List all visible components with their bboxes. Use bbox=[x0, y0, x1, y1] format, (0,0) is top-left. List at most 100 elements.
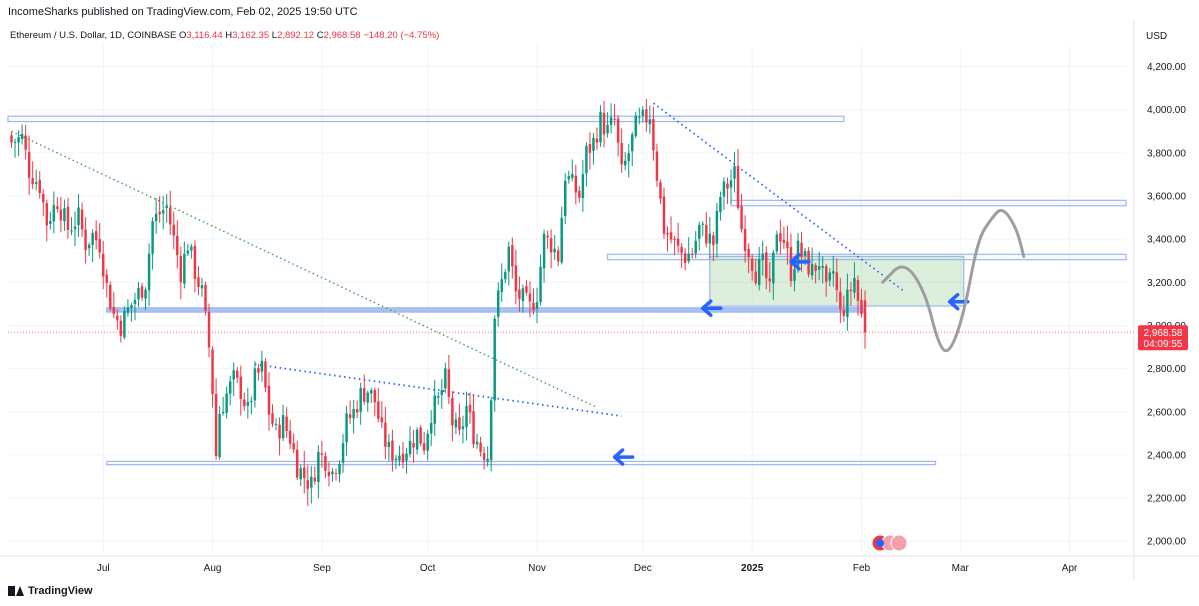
candle[interactable] bbox=[761, 240, 764, 276]
candle[interactable] bbox=[849, 282, 853, 306]
candle[interactable] bbox=[743, 215, 747, 263]
candle[interactable] bbox=[817, 251, 821, 281]
candle[interactable] bbox=[458, 403, 461, 436]
candle[interactable] bbox=[27, 135, 31, 195]
candle[interactable] bbox=[387, 433, 391, 462]
candle[interactable] bbox=[645, 98, 648, 132]
candle[interactable] bbox=[705, 212, 708, 248]
candle[interactable] bbox=[564, 173, 567, 225]
candle[interactable] bbox=[542, 229, 546, 283]
candle[interactable] bbox=[144, 287, 147, 310]
candle[interactable] bbox=[45, 199, 49, 242]
candle[interactable] bbox=[655, 143, 659, 187]
candle[interactable] bbox=[137, 281, 140, 307]
candle[interactable] bbox=[638, 107, 641, 125]
candle[interactable] bbox=[38, 171, 41, 199]
us-flag-icon[interactable] bbox=[871, 534, 908, 552]
candle[interactable] bbox=[726, 177, 729, 205]
candle[interactable] bbox=[401, 441, 405, 469]
candle[interactable] bbox=[500, 263, 503, 303]
candle[interactable] bbox=[768, 261, 772, 293]
candle[interactable] bbox=[800, 231, 803, 272]
candle[interactable] bbox=[161, 196, 165, 230]
candle[interactable] bbox=[70, 217, 73, 236]
candle[interactable] bbox=[472, 394, 475, 449]
candle[interactable] bbox=[133, 292, 137, 321]
candle[interactable] bbox=[17, 130, 20, 157]
candle[interactable] bbox=[338, 460, 341, 483]
candle[interactable] bbox=[193, 240, 197, 293]
candle[interactable] bbox=[274, 418, 278, 431]
candle[interactable] bbox=[673, 235, 676, 256]
candle[interactable] bbox=[493, 315, 496, 412]
candle[interactable] bbox=[158, 196, 161, 223]
candle[interactable] bbox=[370, 387, 373, 404]
candle[interactable] bbox=[246, 387, 250, 419]
candle[interactable] bbox=[623, 151, 627, 171]
candle[interactable] bbox=[419, 425, 422, 447]
candle[interactable] bbox=[687, 237, 690, 264]
candle[interactable] bbox=[468, 392, 472, 424]
candle[interactable] bbox=[666, 226, 669, 252]
price-axis[interactable]: 2,000.00 2,200.00 2,400.00 2,600.00 2,800.00… bbox=[1133, 20, 1186, 580]
candle[interactable] bbox=[454, 412, 458, 435]
candle[interactable] bbox=[475, 433, 479, 449]
candle[interactable] bbox=[539, 254, 542, 306]
candle[interactable] bbox=[221, 396, 225, 416]
candle[interactable] bbox=[616, 115, 620, 157]
candle[interactable] bbox=[394, 455, 398, 469]
candle[interactable] bbox=[165, 193, 168, 223]
candle[interactable] bbox=[810, 247, 814, 280]
candle[interactable] bbox=[733, 151, 736, 193]
candle[interactable] bbox=[253, 361, 257, 408]
candle[interactable] bbox=[239, 365, 243, 416]
currency-label[interactable]: USD bbox=[1146, 31, 1168, 42]
candle[interactable] bbox=[698, 221, 701, 251]
candle[interactable] bbox=[285, 407, 288, 438]
candle[interactable] bbox=[405, 447, 408, 474]
candle[interactable] bbox=[116, 309, 119, 330]
candle[interactable] bbox=[183, 241, 186, 289]
candle[interactable] bbox=[662, 187, 666, 239]
candle[interactable] bbox=[821, 256, 824, 284]
candle[interactable] bbox=[828, 268, 831, 287]
candle[interactable] bbox=[599, 105, 602, 147]
candle[interactable] bbox=[715, 202, 719, 258]
candle[interactable] bbox=[366, 390, 369, 412]
candle[interactable] bbox=[288, 420, 292, 450]
candle[interactable] bbox=[461, 415, 465, 444]
candle[interactable] bbox=[168, 190, 172, 235]
candle[interactable] bbox=[176, 220, 179, 269]
candle[interactable] bbox=[846, 273, 849, 331]
candle[interactable] bbox=[694, 230, 697, 259]
candle[interactable] bbox=[334, 468, 338, 481]
candle[interactable] bbox=[352, 399, 355, 434]
candle[interactable] bbox=[260, 350, 264, 382]
candle[interactable] bbox=[606, 112, 609, 138]
candle[interactable] bbox=[303, 450, 306, 494]
candle[interactable] bbox=[683, 248, 687, 271]
candle[interactable] bbox=[496, 282, 500, 327]
candle[interactable] bbox=[236, 367, 239, 383]
candle[interactable] bbox=[613, 103, 616, 126]
symbol-name[interactable]: Ethereum / U.S. Dollar, 1D, COINBASE bbox=[10, 30, 177, 41]
candle[interactable] bbox=[719, 191, 722, 221]
candle[interactable] bbox=[310, 466, 313, 504]
candle[interactable] bbox=[313, 466, 317, 485]
candle[interactable] bbox=[602, 100, 606, 148]
candle[interactable] bbox=[87, 242, 91, 256]
candle[interactable] bbox=[627, 143, 630, 178]
candle[interactable] bbox=[130, 302, 133, 322]
candle[interactable] bbox=[757, 246, 761, 291]
candle[interactable] bbox=[373, 387, 377, 417]
candle[interactable] bbox=[507, 241, 511, 286]
candle[interactable] bbox=[281, 404, 285, 442]
candle[interactable] bbox=[98, 223, 101, 259]
candle[interactable] bbox=[49, 211, 52, 230]
candle[interactable] bbox=[123, 306, 126, 340]
candle[interactable] bbox=[398, 445, 401, 467]
candle[interactable] bbox=[750, 254, 754, 281]
candle[interactable] bbox=[384, 406, 387, 460]
candle[interactable] bbox=[408, 426, 412, 458]
candle[interactable] bbox=[486, 446, 489, 467]
